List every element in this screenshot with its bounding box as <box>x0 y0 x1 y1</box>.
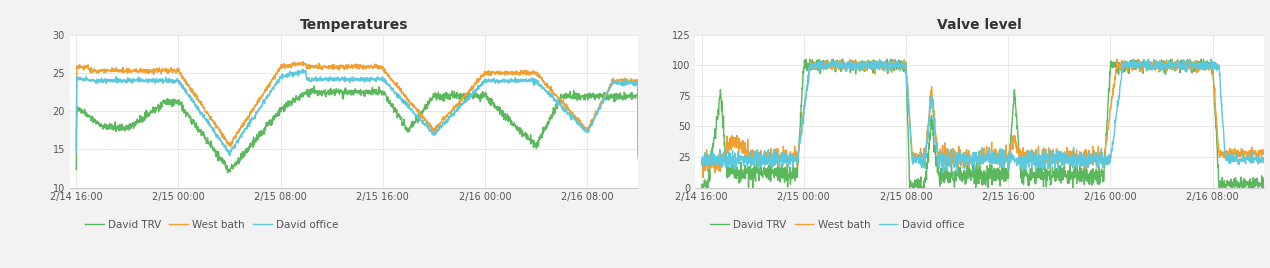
West bath <box>952 148 968 151</box>
David TRV <box>1137 64 1152 67</box>
David office <box>615 81 630 84</box>
West bath <box>1241 154 1256 158</box>
David TRV <box>1241 182 1256 185</box>
David office <box>295 68 310 71</box>
David TRV <box>220 171 235 174</box>
Legend: David TRV, West bath, David office: David TRV, West bath, David office <box>81 216 343 234</box>
David TRV <box>693 183 709 186</box>
Line: David TRV: David TRV <box>76 86 639 173</box>
David office <box>328 78 343 81</box>
David TRV <box>1240 180 1255 183</box>
West bath <box>342 66 357 69</box>
David TRV <box>723 170 738 174</box>
West bath <box>1256 152 1270 155</box>
West bath <box>69 145 84 148</box>
David office <box>512 79 527 82</box>
West bath <box>1240 155 1255 158</box>
David office <box>693 158 709 161</box>
Title: Temperatures: Temperatures <box>300 18 409 32</box>
Line: West bath: West bath <box>76 62 639 155</box>
West bath <box>723 139 738 142</box>
David TRV <box>343 92 358 96</box>
David TRV <box>615 99 630 102</box>
Legend: David TRV, West bath, David office: David TRV, West bath, David office <box>706 216 968 234</box>
David TRV <box>631 157 646 161</box>
David TRV <box>1256 181 1270 185</box>
West bath <box>1137 62 1152 65</box>
David TRV <box>615 97 630 100</box>
Line: David office: David office <box>701 59 1264 173</box>
David office <box>69 151 84 154</box>
David TRV <box>695 186 710 189</box>
West bath <box>631 154 646 157</box>
West bath <box>512 74 527 77</box>
David TRV <box>69 168 84 171</box>
David office <box>342 81 357 84</box>
Line: David office: David office <box>76 69 639 157</box>
West bath <box>968 157 983 160</box>
David office <box>1240 153 1255 157</box>
West bath <box>295 60 310 63</box>
David office <box>98 80 113 83</box>
West bath <box>693 161 709 164</box>
David TRV <box>952 178 968 181</box>
David TRV <box>306 84 321 88</box>
David TRV <box>799 58 814 61</box>
David TRV <box>98 125 113 128</box>
David TRV <box>512 128 527 131</box>
West bath <box>615 80 630 83</box>
David office <box>935 171 950 174</box>
West bath <box>696 176 711 179</box>
David office <box>1256 161 1270 165</box>
David office <box>723 152 738 155</box>
Line: David TRV: David TRV <box>701 59 1264 188</box>
Line: West bath: West bath <box>701 59 1264 177</box>
West bath <box>615 79 630 83</box>
David office <box>1241 158 1256 161</box>
David office <box>615 83 630 86</box>
David TRV <box>328 92 343 95</box>
David office <box>968 154 983 157</box>
David office <box>824 58 839 61</box>
West bath <box>328 66 343 69</box>
West bath <box>98 70 113 73</box>
David TRV <box>968 166 983 169</box>
West bath <box>1110 58 1125 61</box>
David office <box>952 159 968 163</box>
David office <box>631 155 646 159</box>
David office <box>1137 62 1152 66</box>
Title: Valve level: Valve level <box>937 18 1022 32</box>
